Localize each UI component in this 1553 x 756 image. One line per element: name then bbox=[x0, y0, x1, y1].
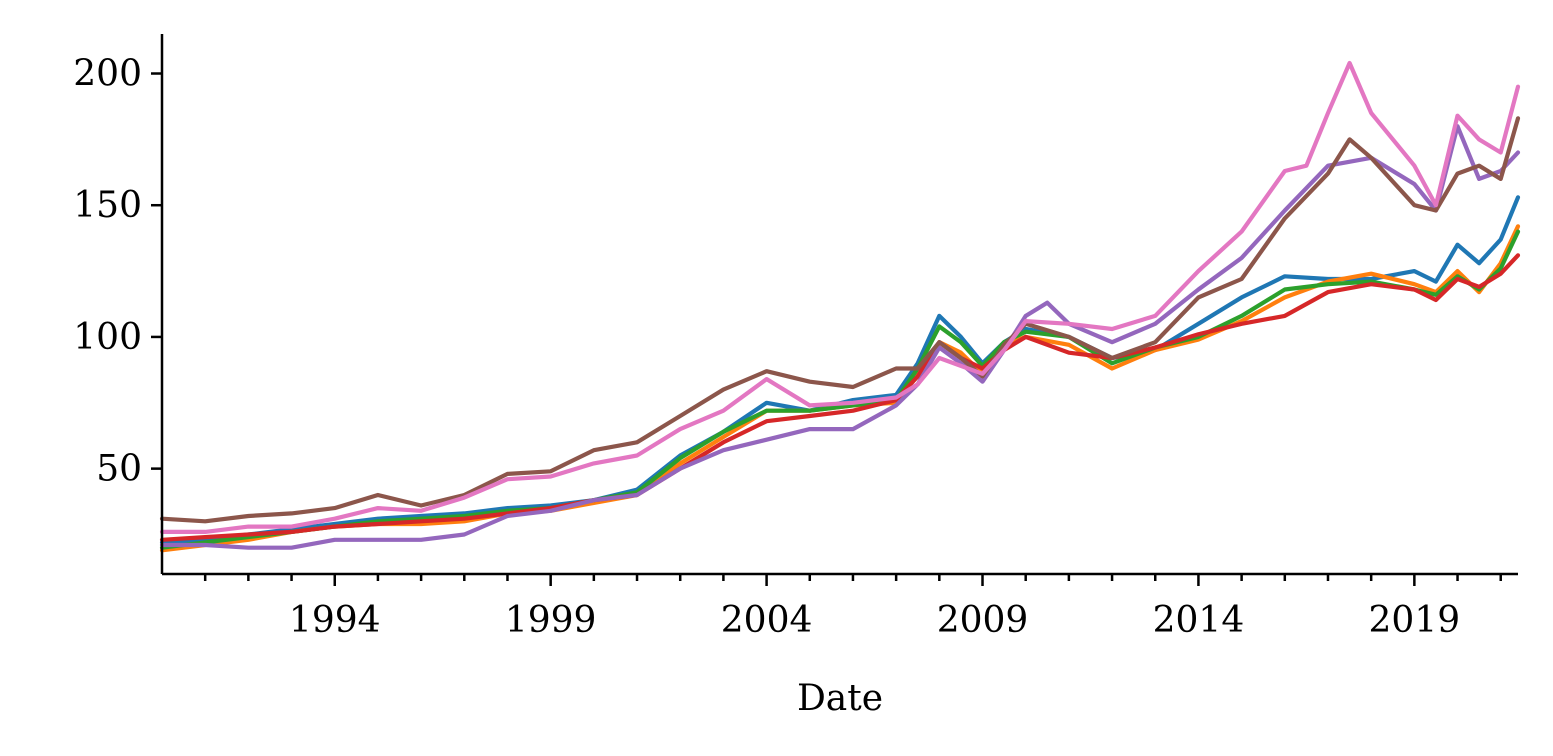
y-tick-label: 100 bbox=[73, 317, 142, 358]
series-line-7 bbox=[159, 60, 1521, 534]
x-tick-label: 2014 bbox=[1153, 600, 1245, 641]
x-tick-label: 2019 bbox=[1369, 600, 1461, 641]
x-tick-label: 2009 bbox=[937, 600, 1029, 641]
x-tick-label: 1999 bbox=[505, 600, 597, 641]
x-tick-label: 1994 bbox=[289, 600, 381, 641]
series-line-6 bbox=[159, 116, 1521, 524]
series-line-3 bbox=[159, 229, 1521, 550]
x-axis-title: Date bbox=[797, 678, 883, 719]
series-line-4 bbox=[159, 253, 1521, 542]
y-tick-label: 200 bbox=[73, 54, 142, 95]
x-tick-label: 2004 bbox=[721, 600, 813, 641]
series-line-2 bbox=[159, 224, 1521, 553]
y-tick-label: 50 bbox=[96, 449, 142, 490]
series-layer bbox=[159, 60, 1521, 553]
ticks-layer: 50 100 150 200 1994 1999 2004 2009 2014 2019 bbox=[73, 54, 1502, 641]
series-line-1 bbox=[159, 195, 1521, 545]
series-line-5 bbox=[159, 124, 1521, 550]
axes-layer bbox=[160, 34, 1518, 576]
y-tick-label: 150 bbox=[73, 185, 142, 226]
